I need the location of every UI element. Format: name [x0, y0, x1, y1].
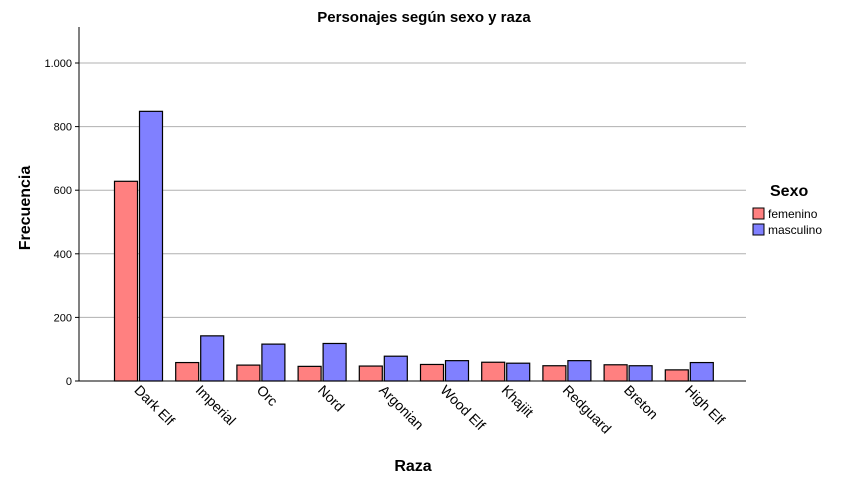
bar-masculino-3	[322, 342, 347, 382]
bar-femenino-7	[542, 365, 567, 382]
y-tick-label: 0	[66, 376, 72, 388]
bar-femenino-3	[297, 365, 322, 382]
chart-title: Personajes según sexo y raza	[317, 9, 531, 26]
gridlines	[79, 62, 746, 318]
y-tick-label: 800	[54, 122, 72, 134]
bar-femenino-5	[419, 363, 445, 382]
bar-masculino-5	[444, 360, 470, 382]
bar-masculino-6	[506, 362, 531, 382]
x-tick-label: Nord	[315, 382, 348, 415]
bars	[113, 110, 714, 382]
y-tick-label: 1.000	[44, 58, 72, 70]
legend-swatch-masculino	[752, 223, 765, 236]
x-tick-label: Orc	[254, 382, 281, 409]
x-tick-label: Redguard	[560, 382, 615, 437]
bar-femenino-8	[603, 364, 628, 382]
bar-masculino-1	[200, 335, 225, 382]
bar-masculino-8	[628, 365, 653, 382]
bar-femenino-4	[358, 365, 383, 382]
bar-femenino-0	[113, 180, 139, 382]
x-tick-label: Wood Elf	[437, 382, 488, 433]
bar-femenino-2	[236, 364, 261, 382]
x-tick-label: Breton	[621, 382, 661, 422]
bar-femenino-6	[481, 361, 506, 382]
legend-label-masculino: masculino	[768, 223, 822, 237]
legend-swatch-femenino	[752, 207, 765, 220]
x-tick-label: High Elf	[682, 382, 728, 428]
y-tick-label: 200	[54, 312, 72, 324]
legend-title: Sexo	[770, 183, 808, 200]
bar-masculino-2	[261, 343, 286, 382]
bar-masculino-0	[138, 110, 164, 382]
bar-femenino-9	[664, 369, 689, 382]
y-tick-label: 600	[54, 185, 72, 197]
x-tick-label: Imperial	[193, 382, 240, 429]
x-tick-label: Dark Elf	[131, 382, 178, 429]
y-axis-title: Frecuencia	[17, 166, 34, 251]
bar-femenino-1	[175, 361, 200, 382]
x-tick-label: Khajiit	[499, 382, 537, 420]
x-axis-category-labels: Dark Elf Imperial Orc Nord Argonian Wood Elf K…	[131, 382, 728, 437]
x-axis-title: Raza	[394, 458, 431, 475]
bar-masculino-7	[567, 360, 592, 382]
y-tick-label: 400	[54, 249, 72, 261]
bar-masculino-9	[689, 361, 714, 382]
y-axis-ticks: 0 200 400 600 800 1.000	[44, 58, 79, 388]
legend: Sexo femenino masculino	[752, 183, 822, 237]
x-tick-label: Argonian	[376, 382, 427, 433]
legend-label-femenino: femenino	[768, 207, 818, 221]
bar-masculino-4	[383, 355, 408, 382]
